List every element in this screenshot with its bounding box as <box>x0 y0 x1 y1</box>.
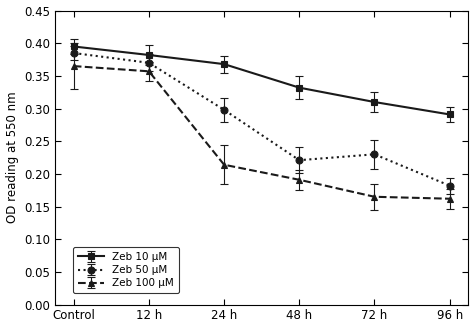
Y-axis label: OD reading at 550 nm: OD reading at 550 nm <box>6 92 18 223</box>
Legend: Zeb 10 μM, Zeb 50 μM, Zeb 100 μM: Zeb 10 μM, Zeb 50 μM, Zeb 100 μM <box>73 247 179 294</box>
